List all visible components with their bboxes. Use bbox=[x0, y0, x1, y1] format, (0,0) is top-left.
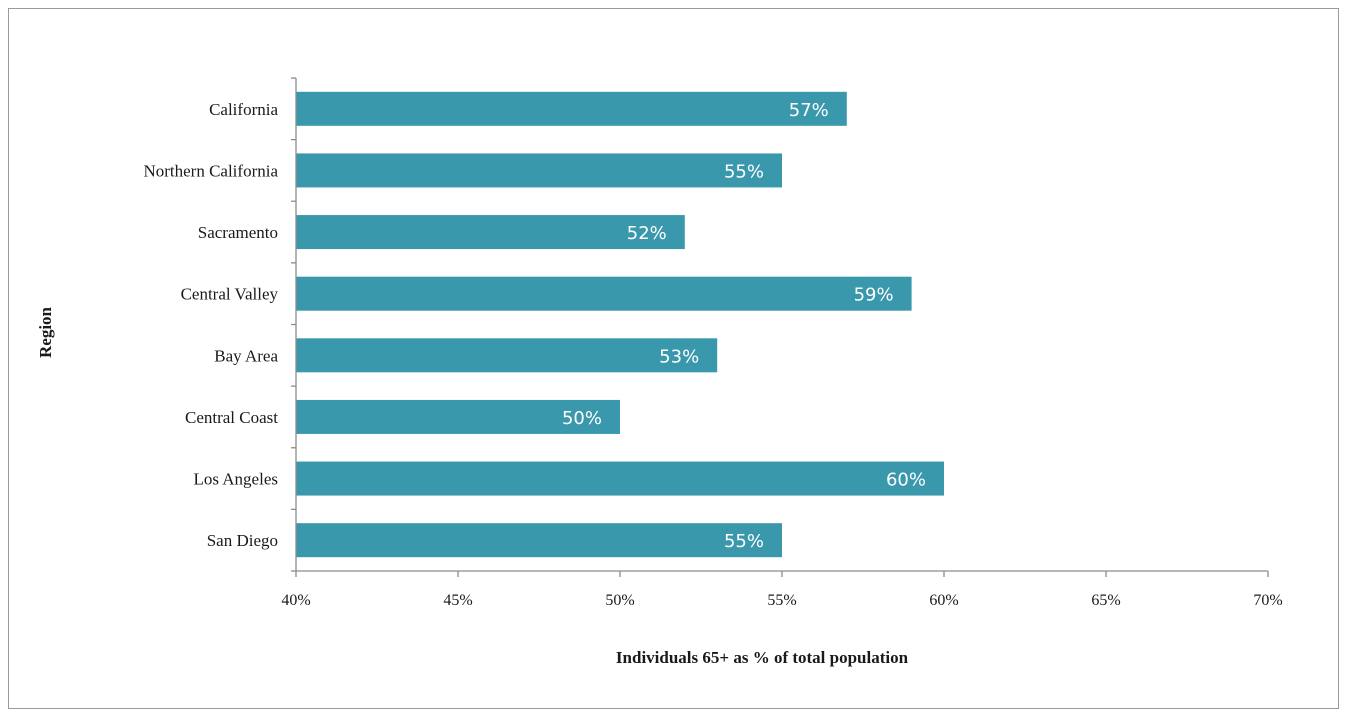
x-tick-label: 70% bbox=[1253, 592, 1282, 609]
data-label: 53% bbox=[659, 346, 699, 367]
bar bbox=[296, 461, 944, 496]
x-tick-label: 45% bbox=[443, 592, 472, 609]
data-label: 52% bbox=[627, 223, 667, 244]
category-labels-group: California Northern California Sacramento C… bbox=[143, 100, 278, 550]
x-tick-label: 55% bbox=[767, 592, 796, 609]
x-axis-title: Individuals 65+ as % of total population bbox=[616, 648, 909, 667]
bar bbox=[296, 215, 685, 250]
x-tick-label: 60% bbox=[929, 592, 958, 609]
data-label: 60% bbox=[886, 470, 926, 491]
category-label: Northern California bbox=[143, 161, 278, 180]
data-label: 55% bbox=[724, 161, 764, 182]
bars-group bbox=[296, 91, 944, 558]
category-label: Central Coast bbox=[185, 408, 278, 427]
x-tick-label: 50% bbox=[605, 592, 634, 609]
category-label: Los Angeles bbox=[193, 470, 278, 489]
data-label: 50% bbox=[562, 408, 602, 429]
bar bbox=[296, 276, 912, 311]
bar bbox=[296, 523, 782, 558]
data-labels-group: 57% 55% 52% 59% 53% 50% 60% 55% bbox=[562, 100, 926, 552]
category-label: California bbox=[209, 100, 278, 119]
category-label: San Diego bbox=[207, 531, 278, 550]
x-tick-label: 65% bbox=[1091, 592, 1120, 609]
axes-group bbox=[291, 77, 1269, 577]
category-label: Central Valley bbox=[181, 285, 279, 304]
bar bbox=[296, 338, 718, 373]
category-label: Sacramento bbox=[198, 223, 278, 242]
x-tick-label: 40% bbox=[281, 592, 310, 609]
bar bbox=[296, 91, 847, 126]
bar bbox=[296, 399, 620, 434]
y-axis-title: Region bbox=[36, 306, 55, 358]
bar bbox=[296, 153, 782, 188]
data-label: 55% bbox=[724, 531, 764, 552]
category-label: Bay Area bbox=[214, 346, 278, 365]
data-label: 57% bbox=[789, 100, 829, 121]
x-tick-labels-group: 40% 45% 50% 55% 60% 65% 70% bbox=[281, 592, 1282, 609]
data-label: 59% bbox=[854, 285, 894, 306]
